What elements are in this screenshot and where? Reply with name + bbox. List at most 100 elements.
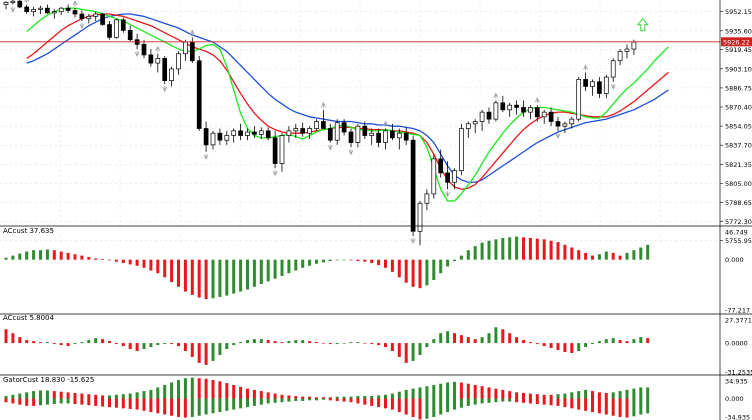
histogram-bar (294, 259, 298, 271)
candle (452, 168, 457, 190)
gator-upper-bar (356, 396, 360, 399)
gator-lower-bar (335, 398, 339, 401)
gator-lower-bar (377, 398, 381, 408)
gator-lower-bar (52, 398, 56, 405)
candle-body (445, 172, 450, 183)
candle (265, 127, 271, 141)
candle (258, 127, 264, 140)
price-pane[interactable] (0, 0, 720, 246)
candle (396, 128, 402, 150)
price-tick-label: 5755.95 (725, 237, 752, 245)
histogram-bar (328, 343, 332, 345)
candle-body (217, 132, 223, 141)
candle (203, 121, 209, 152)
alligator-teeth-series (26, 13, 669, 190)
gator-lower-bar (591, 398, 594, 413)
gator-upper-bar (515, 392, 519, 399)
histogram-bar (604, 251, 608, 260)
gator-lower-bar (618, 398, 622, 417)
gator-lower-bar (246, 398, 249, 408)
current-price-label: 5926.22 (723, 38, 750, 46)
histogram-bar (135, 259, 139, 266)
gator-lower-bar (225, 398, 229, 411)
histogram-bar (66, 252, 70, 260)
gator-lower-bar (73, 398, 77, 405)
histogram-bar (459, 255, 463, 260)
gator-oscillator-pane[interactable]: GatorCust 18.830 -15.625 (3, 376, 650, 420)
candle-body (390, 130, 395, 139)
candle (417, 200, 423, 246)
candle-body (231, 130, 237, 136)
price-tick-label: 5788.65 (725, 199, 752, 207)
gator-upper-bar (163, 384, 167, 399)
histogram-bar (618, 340, 622, 344)
candle-body (38, 7, 43, 10)
histogram-bar (177, 259, 180, 287)
histogram-bar (418, 259, 422, 289)
candle (51, 9, 57, 19)
histogram-bar (121, 343, 125, 347)
histogram-bar (328, 259, 332, 262)
candle (610, 58, 616, 82)
histogram-bar (335, 259, 339, 261)
histogram-bar (11, 255, 15, 260)
price-tick-label: 5821.35 (725, 161, 752, 169)
candle (120, 17, 126, 33)
candle (72, 8, 78, 18)
gator-upper-bar (266, 392, 270, 399)
gator-lower-bar (611, 398, 615, 416)
candle (514, 100, 519, 115)
candle-body (472, 121, 478, 125)
histogram-bar (515, 337, 519, 344)
candle (424, 189, 430, 211)
candle-body (410, 139, 416, 232)
price-tick-label: 5870.40 (725, 104, 752, 112)
histogram-bar (425, 259, 429, 286)
histogram-bar (87, 256, 91, 260)
histogram-bar (39, 342, 42, 344)
gator-upper-bar (32, 391, 36, 399)
gator-upper-bar (280, 394, 284, 399)
gator-upper-bar (177, 380, 180, 399)
histogram-bar (18, 337, 22, 344)
candle-body (93, 13, 99, 17)
gator-upper-bar (39, 390, 42, 399)
ac-oscillator-pane[interactable]: ACcust 37.635 (3, 227, 650, 299)
candle (272, 130, 278, 169)
fractal-up-icon (534, 97, 540, 104)
gator-upper-bar (211, 380, 215, 399)
histogram-bar (52, 343, 56, 345)
histogram-bar (259, 259, 263, 285)
gator-lower-bar (301, 398, 305, 401)
price-tick-label: 5886.75 (725, 84, 752, 92)
price-axis[interactable]: 5952.15 5935.60 5919.45 5903.10 5886.75 5870.… (719, 0, 752, 420)
histogram-bar (252, 259, 256, 287)
histogram-bar (335, 343, 339, 345)
fractal-down-icon (610, 83, 616, 90)
candlestick-series (3, 0, 637, 246)
ao-oscillator-pane[interactable]: ACcust 5.8004 (3, 314, 650, 365)
candle-body (597, 81, 602, 94)
histogram-bar (501, 329, 505, 344)
histogram-bar (639, 247, 643, 260)
gator-lower-bar (356, 398, 360, 404)
gator-upper-bar (349, 396, 353, 399)
histogram-bar (356, 342, 360, 344)
candle-body (265, 130, 271, 139)
gator-lower-bar (11, 398, 15, 404)
histogram-bar (321, 259, 325, 263)
candle-body (438, 158, 444, 174)
candle-body (86, 16, 92, 20)
histogram-bar (570, 247, 574, 260)
gator-lower-bar (639, 398, 643, 415)
candle-body (603, 76, 609, 94)
fractal-down-icon (10, 6, 16, 13)
histogram-bar (584, 252, 588, 260)
histogram-bar (273, 341, 277, 344)
candle-body (403, 132, 409, 141)
histogram-bar (611, 252, 615, 260)
gator-upper-bar (149, 389, 153, 399)
gator-lower-bar (494, 398, 498, 403)
candle-body (341, 122, 347, 133)
